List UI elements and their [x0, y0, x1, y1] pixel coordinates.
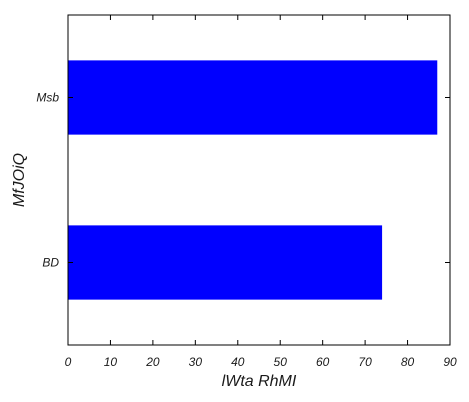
x-tick-label: 10 [104, 355, 118, 369]
ticks [67, 15, 451, 345]
bar-bd [68, 225, 383, 300]
x-tick-label: 20 [145, 355, 160, 369]
y-tick-label: BD [42, 256, 59, 270]
x-tick-label: 40 [231, 355, 245, 369]
bar-msb [68, 60, 438, 135]
bars [68, 60, 438, 300]
x-tick-label: 50 [274, 355, 288, 369]
x-tick-label: 90 [443, 355, 457, 369]
y-tick-label: Msb [36, 91, 59, 105]
x-tick-label: 30 [189, 355, 203, 369]
x-tick-label: 60 [316, 355, 330, 369]
x-axis-label: lWta RhMI [222, 373, 297, 390]
x-tick-label: 0 [65, 355, 72, 369]
tick-labels: 0 10 20 30 40 50 60 70 80 90 BD Msb [36, 91, 457, 370]
plot-frame [67, 14, 451, 346]
x-tick-label: 70 [358, 355, 372, 369]
x-tick-label: 80 [401, 355, 415, 369]
y-axis-label: MfJOiQ [11, 153, 28, 207]
